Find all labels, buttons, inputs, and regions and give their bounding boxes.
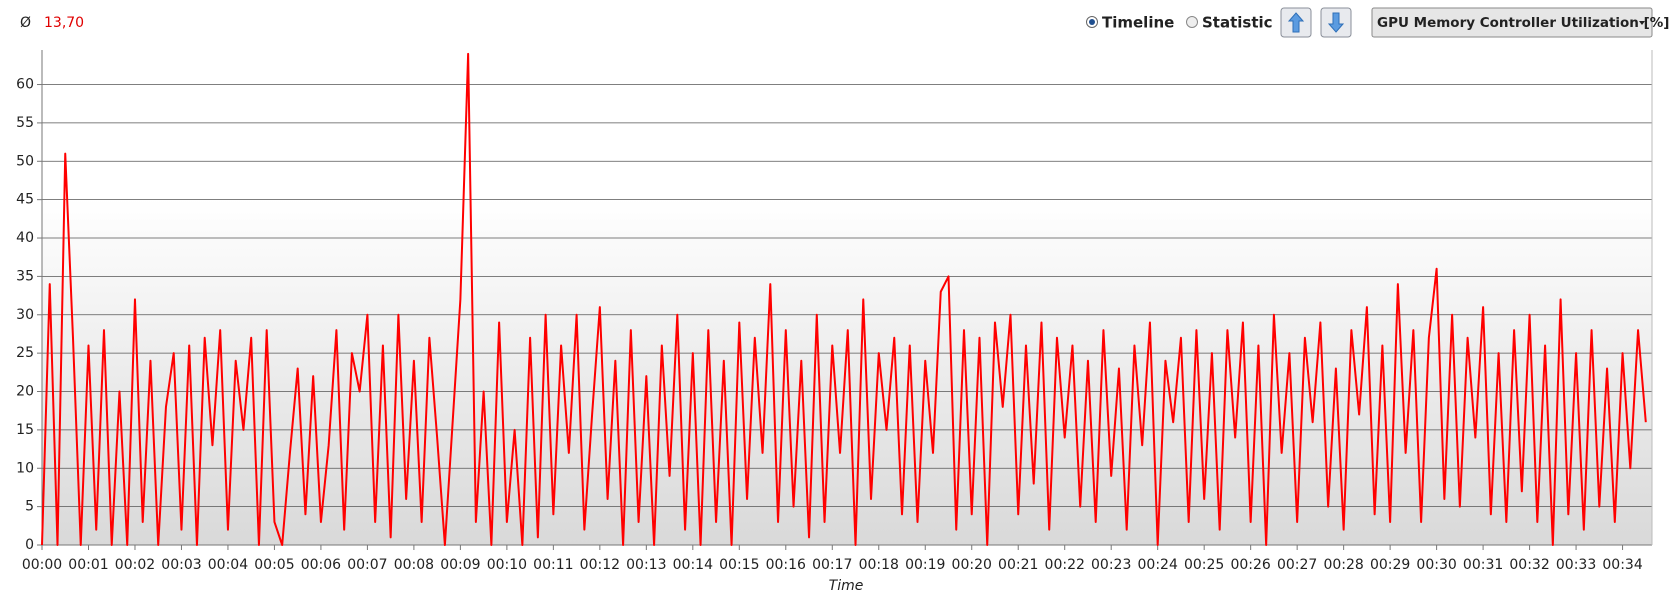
- y-tick-label: 25: [16, 345, 34, 361]
- x-tick-label: 00:25: [1184, 557, 1224, 573]
- y-tick-label: 5: [25, 499, 34, 515]
- x-tick-label: 00:07: [347, 557, 387, 573]
- x-tick-label: 00:23: [1091, 557, 1131, 573]
- x-tick-label: 00:03: [161, 557, 201, 573]
- dropdown-arrow: [1639, 21, 1645, 25]
- x-tick-label: 00:20: [952, 557, 992, 573]
- x-tick-label: 00:11: [533, 557, 573, 573]
- arrow-down: [1327, 12, 1345, 33]
- x-tick-label: 00:12: [580, 557, 620, 573]
- plot-area: [42, 50, 1652, 545]
- x-tick-label: 00:01: [68, 557, 108, 573]
- x-tick-label: 00:06: [301, 557, 341, 573]
- move-up-button[interactable]: [1280, 7, 1312, 38]
- x-tick-label: 00:29: [1370, 557, 1410, 573]
- x-tick-label: 00:04: [208, 557, 248, 573]
- x-tick-label: 00:30: [1416, 557, 1456, 573]
- x-tick-label: 00:17: [812, 557, 852, 573]
- x-tick-label: 00:34: [1602, 557, 1642, 573]
- y-tick-label: 20: [16, 384, 34, 400]
- radio-circle[interactable]: [1186, 16, 1198, 28]
- dropdown-label[interactable]: GPU Memory Controller Utilization [%]: [1377, 15, 1669, 31]
- y-tick-label: 0: [25, 537, 34, 553]
- x-axis-title: Time: [829, 578, 864, 594]
- y-tick-label: 10: [16, 460, 34, 476]
- radio-label[interactable]: Statistic: [1202, 14, 1273, 32]
- x-tick-label: 00:05: [254, 557, 294, 573]
- x-tick-label: 00:22: [1045, 557, 1085, 573]
- x-tick-label: 00:19: [905, 557, 945, 573]
- x-tick-label: 00:32: [1509, 557, 1549, 573]
- y-tick-label: 40: [16, 230, 34, 246]
- mean-symbol: Ø: [20, 15, 31, 31]
- x-tick-label: 00:16: [766, 557, 806, 573]
- metric-dropdown[interactable]: GPU Memory Controller Utilization [%]: [1371, 7, 1669, 38]
- data-line: [41, 52, 1647, 546]
- y-tick-label: 60: [16, 77, 34, 93]
- x-tick-label: 00:27: [1277, 557, 1317, 573]
- y-tick-label: 50: [16, 153, 34, 169]
- y-tick-label: 15: [16, 422, 34, 438]
- x-tick-label: 00:08: [394, 557, 434, 573]
- y-tick-label: 45: [16, 192, 34, 208]
- x-tick-label: 00:10: [487, 557, 527, 573]
- arrow-up: [1287, 12, 1305, 33]
- x-tick-label: 00:33: [1556, 557, 1596, 573]
- x-tick-label: 00:02: [115, 557, 155, 573]
- x-tick-label: 00:00: [22, 557, 62, 573]
- x-tick-label: 00:18: [859, 557, 899, 573]
- x-tick-label: 00:13: [626, 557, 666, 573]
- radio-dot: [1089, 19, 1095, 25]
- x-tick-label: 00:24: [1138, 557, 1178, 573]
- radio-statistic[interactable]: Statistic: [1186, 14, 1273, 32]
- radio-timeline[interactable]: Timeline: [1086, 14, 1175, 32]
- x-tick-label: 00:14: [673, 557, 713, 573]
- mean-value: 13,70: [44, 15, 84, 31]
- radio-label[interactable]: Timeline: [1102, 14, 1174, 32]
- y-tick-label: 55: [16, 115, 34, 131]
- move-down-button[interactable]: [1320, 7, 1352, 38]
- x-tick-label: 00:31: [1463, 557, 1503, 573]
- dropdown-frame[interactable]: [1371, 7, 1653, 38]
- x-tick-label: 00:28: [1323, 557, 1363, 573]
- x-tick-label: 00:15: [719, 557, 759, 573]
- x-tick-label: 00:09: [440, 557, 480, 573]
- y-tick-label: 35: [16, 268, 34, 284]
- x-tick-label: 00:21: [998, 557, 1038, 573]
- y-tick-label: 30: [16, 307, 34, 323]
- x-tick-label: 00:26: [1230, 557, 1270, 573]
